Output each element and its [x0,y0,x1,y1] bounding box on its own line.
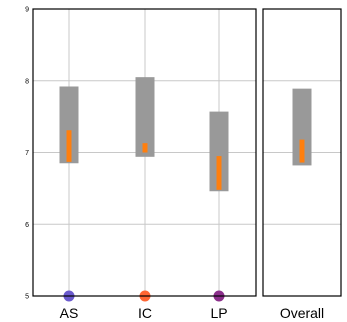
y-tick-label-2: 7 [25,150,29,157]
range-bar-Overall [292,88,312,166]
y-tick-label-0: 5 [25,294,29,301]
panel-frame-0 [32,8,257,297]
y-tick-label-4: 9 [25,7,29,14]
y-tick-label-1: 6 [25,222,29,229]
inner-bar-AS [66,130,72,162]
range-bar-AS [59,86,79,164]
category-label-Overall: Overall [280,305,324,321]
y-tick-label-3: 8 [25,78,29,85]
panel-frame-1 [262,8,342,297]
range-bar-IC [135,77,155,157]
range-bar-LP [209,111,229,192]
inner-bar-IC [142,143,148,153]
category-label-IC: IC [138,305,152,321]
inner-bar-LP [216,156,222,190]
category-label-AS: AS [60,305,79,321]
category-label-LP: LP [210,305,227,321]
inner-bar-Overall [299,139,305,163]
